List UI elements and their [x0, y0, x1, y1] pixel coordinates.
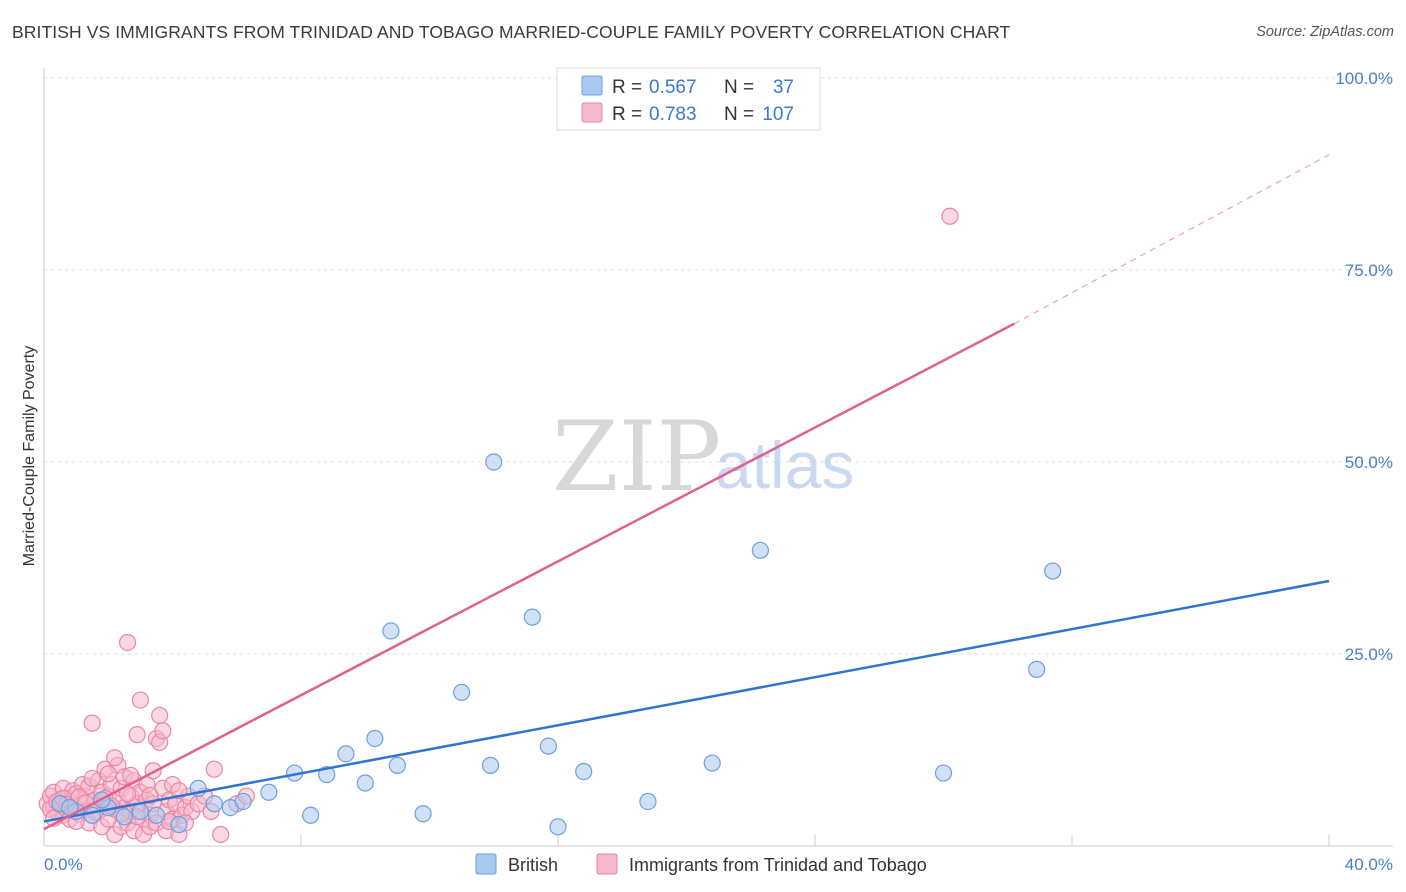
- trinidad-point-62: [154, 722, 172, 740]
- bottom-legend-swatch-british: [475, 853, 497, 875]
- legend-r-value-trinidad: 0.783: [649, 104, 697, 125]
- y-tick-label-2: 75.0%: [1345, 261, 1393, 280]
- british-point-28: [639, 792, 657, 811]
- trend-lines: [43, 154, 1330, 831]
- trinidad-point-49: [131, 691, 149, 709]
- y-tick-labels: 25.0% 50.0% 75.0% 100.0%: [1335, 69, 1393, 664]
- trinidad-point-22: [83, 714, 101, 732]
- british-point-2: [83, 806, 101, 824]
- british-point-26: [549, 818, 567, 836]
- british-point-6: [170, 815, 188, 834]
- british-point-31: [934, 764, 953, 782]
- y-tick-label-1: 50.0%: [1345, 453, 1393, 472]
- y-tick-label-0: 25.0%: [1345, 645, 1393, 664]
- british-point-14: [318, 765, 336, 784]
- bottom-legend: British Immigrants from Trinidad and Tob…: [475, 853, 927, 875]
- bottom-legend-swatch-trinidad: [596, 853, 618, 875]
- british-point-16: [356, 774, 374, 792]
- bottom-legend-label-trinidad: Immigrants from Trinidad and Tobago: [629, 855, 927, 875]
- legend-n-value-trinidad: 107: [762, 104, 794, 125]
- trinidad-point-101: [99, 765, 117, 783]
- trinidad-point-79: [212, 825, 230, 844]
- legend-r-label-british: R =: [612, 77, 642, 98]
- british-trend-line: [43, 579, 1330, 823]
- x-tick-label-0: 0.0%: [44, 855, 83, 874]
- british-point-27: [575, 762, 593, 781]
- y-axis-title: Married-Couple Family Poverty: [21, 346, 38, 567]
- trinidad-point-106: [941, 207, 959, 225]
- trinidad-point-94: [141, 786, 159, 804]
- british-point-8: [205, 795, 223, 813]
- british-point-33: [1044, 562, 1062, 580]
- watermark-zip: ZIP: [552, 401, 721, 513]
- watermark-atlas: atlas: [715, 428, 854, 502]
- british-point-10: [234, 792, 252, 811]
- british-point-17: [366, 729, 384, 748]
- british-point-15: [337, 745, 355, 763]
- british-point-19: [388, 756, 406, 774]
- trinidad-point-78: [205, 760, 223, 778]
- trinidad-point-105: [106, 749, 124, 767]
- trinidad-point-100: [83, 769, 101, 788]
- x-tick-labels: 0.0% 40.0%: [44, 855, 1393, 874]
- x-tick-label-1: 40.0%: [1345, 855, 1393, 874]
- british-point-20: [414, 805, 432, 823]
- british-point-23: [485, 453, 503, 471]
- british-point-4: [131, 802, 149, 821]
- british-point-22: [481, 756, 500, 774]
- legend-n-label-british: N =: [724, 77, 754, 98]
- trinidad-point-60: [151, 706, 169, 725]
- british-point-13: [302, 806, 320, 824]
- british-point-30: [751, 541, 769, 559]
- legend-swatch-trinidad: [581, 102, 603, 123]
- trinidad-point-47: [128, 726, 146, 744]
- top-legend: R = 0.567 N = 37 R = 0.783 N = 107: [556, 67, 821, 131]
- trinidad-point-42: [118, 633, 137, 652]
- british-point-18: [382, 622, 400, 640]
- british-point-36: [115, 808, 133, 826]
- british-point-25: [539, 737, 557, 755]
- trinidad-trend-line: [43, 322, 1015, 831]
- y-tick-label-3: 100.0%: [1335, 69, 1393, 88]
- british-point-29: [703, 754, 721, 772]
- bottom-legend-label-british: British: [508, 855, 558, 875]
- british-point-11: [260, 783, 278, 801]
- trinidad-points: [38, 207, 959, 844]
- watermark: ZIP atlas: [552, 401, 854, 513]
- british-point-21: [453, 683, 471, 702]
- chart-title: BRITISH VS IMMIGRANTS FROM TRINIDAD AND …: [12, 22, 1011, 42]
- trinidad-trend-extension: [1013, 154, 1330, 325]
- source-label: Source: ZipAtlas.com: [1256, 24, 1394, 40]
- legend-n-label-trinidad: N =: [724, 104, 754, 125]
- legend-swatch-british: [581, 75, 603, 96]
- legend-n-value-british: 37: [773, 77, 794, 98]
- legend-r-label-trinidad: R =: [612, 104, 642, 125]
- british-point-24: [523, 608, 541, 626]
- british-point-5: [147, 806, 166, 824]
- legend-r-value-british: 0.567: [649, 77, 697, 98]
- british-point-32: [1028, 660, 1046, 678]
